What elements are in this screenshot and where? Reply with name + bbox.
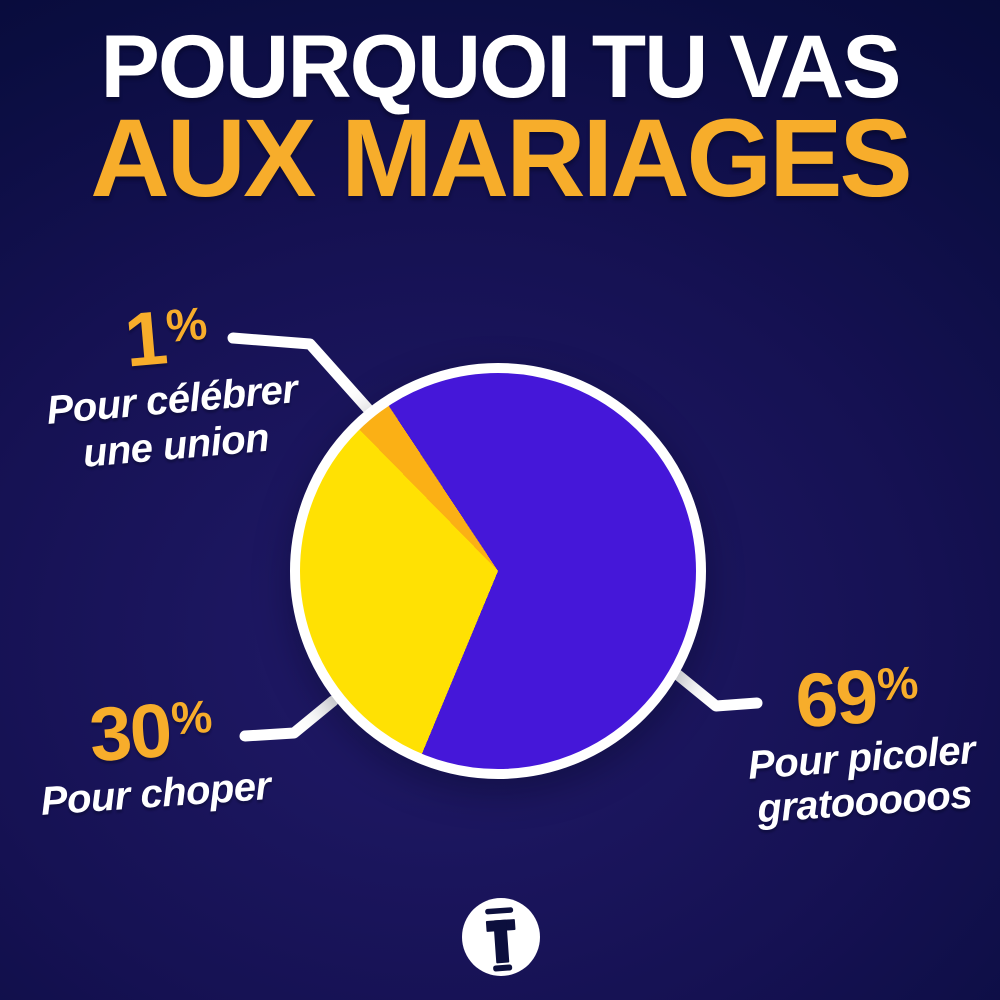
percent-sign: % <box>875 655 920 711</box>
percent-sign: % <box>163 296 210 353</box>
logo-t-glyph <box>485 907 516 972</box>
page-title: POURQUOI TU VAS AUX MARIAGES <box>0 16 1000 220</box>
percent-sign: % <box>169 689 214 745</box>
title-line-1: POURQUOI TU VAS <box>100 16 901 116</box>
callout-choper: 30% Pour choper <box>6 672 300 826</box>
picoler-percent-value: 69 <box>792 653 880 745</box>
choper-percent: 30% <box>6 672 296 780</box>
choper-percent-value: 30 <box>86 687 174 779</box>
callout-picoler: 69% Pour picoler gratooooos <box>709 638 1000 834</box>
pie-chart <box>290 363 706 779</box>
callout-celebrer: 1% Pour célébrer une union <box>13 275 328 480</box>
topito-t-logo <box>462 898 540 976</box>
celebrer-percent-value: 1 <box>121 295 169 384</box>
title-line-2: AUX MARIAGES <box>90 97 913 220</box>
